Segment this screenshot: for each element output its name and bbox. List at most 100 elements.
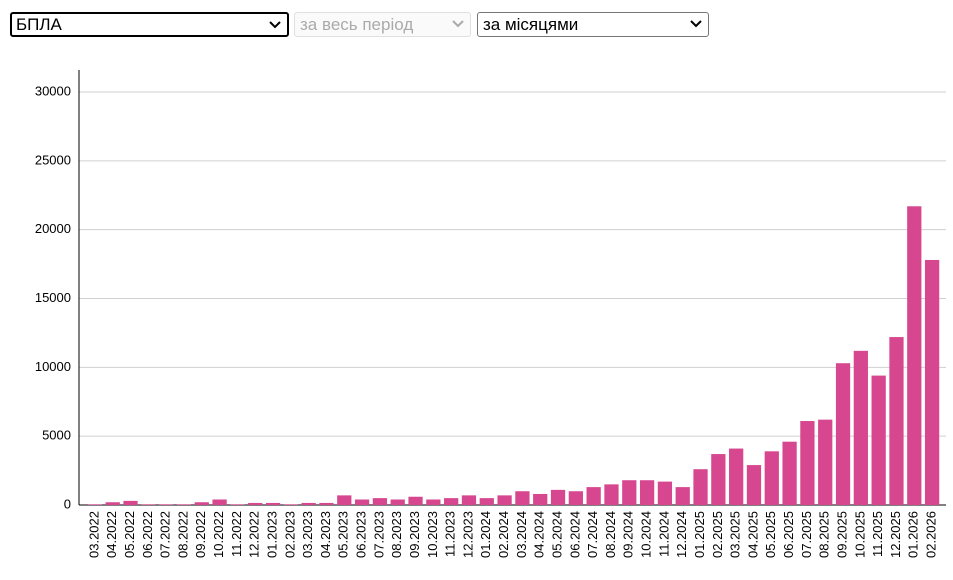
bar: [194, 502, 209, 505]
x-tick-label: 09.2024: [621, 511, 636, 558]
bar: [586, 487, 601, 505]
x-tick-label: 11.2023: [443, 511, 458, 557]
x-tick-label: 05.2023: [336, 511, 351, 558]
bar: [853, 350, 868, 505]
bar: [711, 454, 726, 505]
y-tick-label: 25000: [35, 152, 71, 167]
x-tick-label: 10.2024: [639, 511, 654, 558]
x-tick-label: 06.2022: [140, 511, 155, 558]
bar: [372, 498, 388, 505]
bar: [123, 500, 138, 505]
x-tick-label: 09.2022: [193, 511, 208, 558]
x-tick-label: 04.2025: [745, 511, 760, 558]
x-tick-label: 04.2023: [318, 511, 333, 558]
x-tick-label: 12.2024: [674, 511, 689, 558]
bar: [746, 465, 762, 505]
x-tick-label: 01.2024: [478, 511, 493, 558]
period-select[interactable]: за весь період: [294, 12, 471, 37]
x-tick-label: 08.2023: [389, 511, 404, 558]
bar: [675, 487, 690, 505]
x-tick-label: 10.2022: [211, 511, 226, 558]
bar: [764, 451, 779, 505]
bar: [924, 259, 940, 505]
bar: [639, 480, 655, 505]
bar: [568, 491, 583, 505]
bar: [622, 480, 637, 505]
bar: [159, 504, 174, 505]
bar: [212, 499, 227, 505]
x-tick-label: 02.2025: [710, 511, 725, 558]
bar: [176, 504, 192, 505]
x-tick-label: 01.2026: [906, 511, 921, 558]
x-tick-label: 05.2022: [122, 511, 137, 558]
bar: [818, 419, 833, 505]
select-text: за місяцями: [483, 15, 579, 34]
bar: [408, 496, 423, 505]
x-tick-label: 03.2025: [728, 511, 743, 558]
x-tick-label: 03.2023: [300, 511, 315, 558]
bar: [515, 491, 530, 505]
x-tick-label: 10.2023: [425, 511, 440, 558]
y-tick-label: 0: [64, 496, 71, 511]
source-select[interactable]: БПЛА: [10, 12, 289, 37]
x-tick-label: 02.2023: [282, 511, 297, 558]
bar: [248, 502, 263, 505]
x-tick-label: 01.2023: [264, 511, 279, 558]
bar: [729, 448, 744, 505]
x-tick-label: 08.2022: [175, 511, 190, 558]
bar: [230, 504, 245, 505]
chevron: [269, 21, 281, 29]
x-tick-label: 07.2025: [799, 511, 814, 558]
bar: [105, 502, 120, 505]
bar: [426, 499, 441, 505]
x-tick-label: 09.2023: [407, 511, 422, 558]
chevron: [690, 20, 702, 28]
x-tick-label: 11.2024: [656, 511, 671, 557]
x-tick-label: 08.2025: [817, 511, 832, 558]
bar: [301, 502, 316, 505]
x-tick-label: 04.2024: [532, 511, 547, 558]
bar: [319, 502, 334, 505]
x-tick-label: 12.2023: [460, 511, 475, 558]
bar: [283, 504, 298, 505]
bar: [390, 499, 405, 505]
x-tick-label: 12.2025: [888, 511, 903, 558]
x-tick-label: 07.2023: [371, 511, 386, 558]
bar: [354, 499, 370, 505]
bar: [497, 495, 512, 505]
bar: [141, 504, 156, 505]
select-text: за весь період: [300, 15, 414, 34]
x-tick-label: 03.2024: [514, 511, 529, 558]
x-tick-label: 04.2022: [104, 511, 119, 558]
x-tick-label: 11.2022: [229, 511, 244, 557]
x-tick-label: 02.2024: [496, 511, 511, 558]
bar: [907, 206, 922, 505]
bar: [657, 481, 673, 505]
bar: [337, 495, 352, 505]
x-tick-label: 02.2026: [924, 511, 939, 558]
bar: [265, 502, 281, 505]
x-tick-label: 06.2024: [567, 511, 582, 558]
x-tick-label: 03.2022: [86, 511, 101, 558]
bar: [550, 489, 566, 505]
bar: [800, 421, 815, 505]
x-tick-label: 12.2022: [247, 511, 262, 558]
x-tick-label: 06.2023: [354, 511, 369, 558]
bar: [87, 504, 103, 505]
x-tick-label: 07.2024: [585, 511, 600, 558]
bar: [693, 469, 708, 505]
y-tick-label: 10000: [35, 359, 71, 374]
bar: [835, 363, 851, 505]
y-tick-label: 15000: [35, 290, 71, 305]
x-tick-label: 01.2025: [692, 511, 707, 558]
bar: [889, 337, 904, 505]
bar: [871, 375, 886, 505]
x-tick-label: 05.2025: [763, 511, 778, 558]
bar: [533, 493, 548, 505]
x-tick-label: 09.2025: [834, 511, 849, 558]
x-tick-label: 11.2025: [870, 511, 885, 557]
bar: [479, 498, 494, 505]
bar: [782, 441, 797, 505]
grouping-select[interactable]: за місяцями: [477, 12, 709, 37]
